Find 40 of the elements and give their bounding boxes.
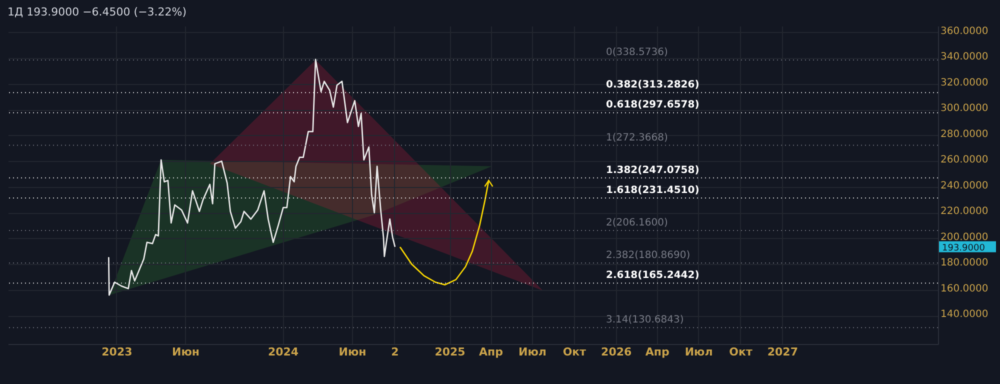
y-tick-label: 160.0000 (940, 283, 988, 294)
x-tick-label: 2023 (102, 346, 132, 358)
ref-line-label: 0(338.5736) (606, 47, 668, 58)
x-tick-label: Окт (729, 346, 753, 358)
x-tick-label: Июл (518, 346, 546, 358)
y-tick-label: 260.0000 (940, 154, 988, 166)
x-tick-label: 2024 (268, 346, 299, 358)
ref-line-label: 2.618(165.2442) (606, 270, 700, 282)
ref-line-label: 1(272.3668) (606, 132, 668, 144)
chart-title: 1Д 193.9000 −6.4500 (−3.22%) (8, 5, 187, 18)
y-tick-label: 360.0000 (940, 26, 988, 37)
y-tick-label: 240.0000 (940, 180, 988, 192)
y-tick-label: 280.0000 (940, 128, 988, 140)
x-tick-label: Июн (338, 346, 366, 358)
ref-line-label: 2(206.1600) (606, 218, 668, 228)
line-series (400, 180, 490, 286)
y-tick-label: 200.0000 (940, 232, 988, 243)
ref-line-label: 1.618(231.4510) (606, 184, 700, 196)
x-tick-label: 2027 (767, 346, 798, 358)
x-tick-label: Июн (172, 346, 200, 358)
line-series (108, 58, 396, 296)
x-tick-label: Окт (562, 346, 587, 358)
x-tick-label: Июл (684, 346, 713, 358)
y-tick-label: 140.0000 (940, 309, 988, 320)
ref-line-label: 0.618(297.6578) (606, 100, 700, 111)
y-tick-label: 320.0000 (940, 77, 988, 88)
x-tick-label: 2026 (601, 346, 632, 358)
ref-line-label: 1.382(247.0758) (606, 164, 700, 176)
ref-line-label: 0.382(313.2826) (606, 80, 700, 91)
y-tick-label: 220.0000 (940, 206, 988, 218)
x-tick-label: Апр (479, 346, 504, 358)
y-tick-label: 340.0000 (940, 52, 988, 63)
y-tick-label: 300.0000 (940, 103, 988, 114)
x-tick-label: Апр (645, 346, 670, 358)
ref-line-label: 3.14(130.6843) (606, 314, 684, 326)
text: 193.9000 (942, 243, 986, 254)
x-tick-label: 2025 (434, 346, 466, 358)
ref-line-label: 2.382(180.8690) (606, 250, 690, 262)
x-tick-label: 2 (391, 346, 399, 358)
y-tick-label: 180.0000 (940, 258, 988, 269)
